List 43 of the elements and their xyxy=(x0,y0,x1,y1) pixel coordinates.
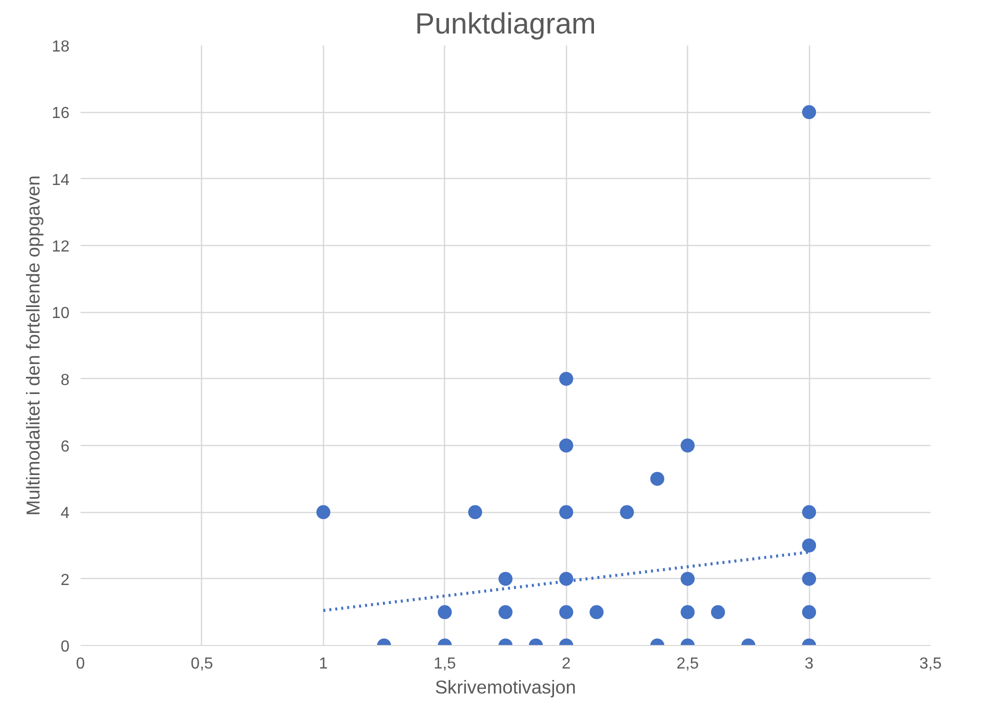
y-tick-label: 14 xyxy=(52,172,70,189)
point xyxy=(680,605,695,620)
x-tick-label: 3 xyxy=(804,656,814,672)
point xyxy=(802,605,816,620)
y-tick-label: 10 xyxy=(52,305,70,322)
y-tick-label: 2 xyxy=(60,572,70,589)
y-tick-label: 8 xyxy=(60,372,70,389)
point xyxy=(559,438,574,452)
point xyxy=(680,572,695,586)
point xyxy=(559,572,574,586)
x-tick-label: 3,5 xyxy=(919,656,942,672)
x-tick-label: 1 xyxy=(318,656,328,672)
x-axis-title: Skrivemotivasjon xyxy=(434,676,576,698)
point xyxy=(680,438,695,452)
y-tick-label: 4 xyxy=(60,505,70,522)
y-tick-label: 6 xyxy=(60,438,70,456)
point xyxy=(620,505,634,520)
y-tick-label: 18 xyxy=(52,38,70,56)
y-tick-label: 16 xyxy=(52,105,70,122)
point xyxy=(650,472,664,486)
x-tick-label: 0 xyxy=(76,656,86,672)
point xyxy=(559,505,574,520)
x-tick-label: 1,5 xyxy=(434,656,456,672)
point xyxy=(802,572,816,586)
point xyxy=(468,505,482,520)
point xyxy=(590,605,604,620)
x-tick-label: 0,5 xyxy=(190,656,214,672)
x-tick-label: 2 xyxy=(562,656,571,672)
point xyxy=(802,538,816,552)
point xyxy=(498,605,512,620)
y-tick-label: 12 xyxy=(52,238,70,256)
y-tick-label: 0 xyxy=(60,638,70,656)
point xyxy=(316,505,330,520)
y-axis-title: Multimodalitet i den fortellende oppgaven xyxy=(22,175,44,516)
point xyxy=(802,505,816,520)
point xyxy=(559,605,574,620)
point xyxy=(802,105,816,120)
point xyxy=(559,372,574,386)
chart-title: Punktdiagram xyxy=(415,8,596,40)
point xyxy=(498,572,512,586)
point xyxy=(438,605,452,620)
point xyxy=(711,605,725,620)
x-tick-label: 2,5 xyxy=(676,656,699,672)
